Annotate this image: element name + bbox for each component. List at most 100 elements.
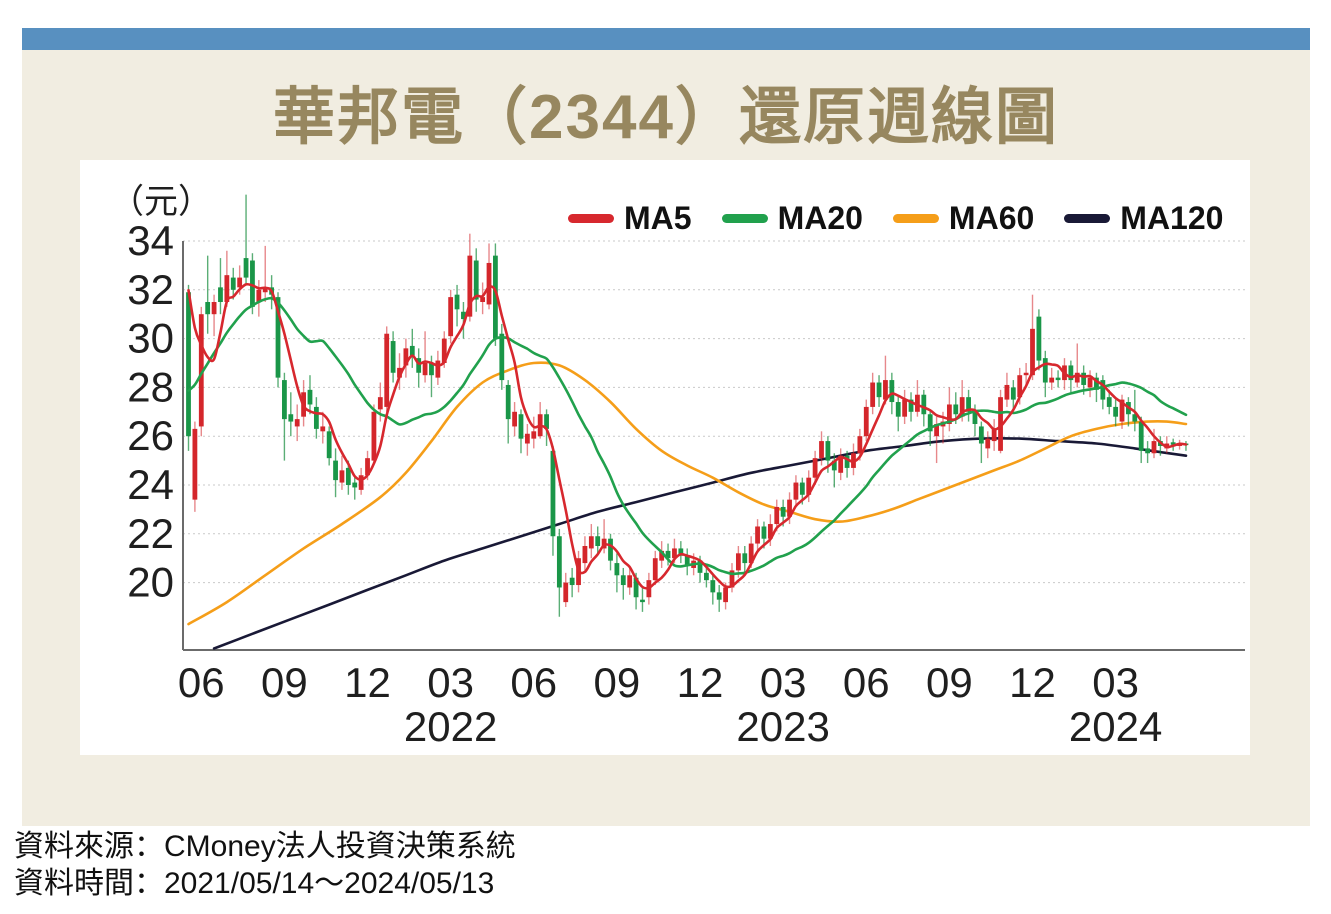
candle-down bbox=[288, 414, 294, 422]
candle-down bbox=[742, 553, 748, 564]
chart-box: （元） MA5 MA20 MA60 MA120 34 32 30 28 26 24 22 20 06 0… bbox=[80, 160, 1250, 755]
candle-down bbox=[716, 592, 722, 600]
candle-up bbox=[672, 548, 677, 559]
candle-up bbox=[838, 455, 844, 473]
candle-up bbox=[377, 397, 383, 410]
candle-up bbox=[934, 424, 939, 437]
candle-down bbox=[704, 572, 709, 581]
candle-down bbox=[831, 460, 837, 471]
legend-label: MA60 bbox=[948, 200, 1035, 236]
candle-down bbox=[1113, 406, 1119, 417]
candle-down bbox=[1042, 358, 1048, 383]
candle-down bbox=[825, 441, 831, 461]
candle-down bbox=[665, 550, 671, 559]
candle-up bbox=[397, 367, 402, 378]
candle-down bbox=[921, 394, 927, 415]
candle-up bbox=[902, 399, 908, 417]
candle-down bbox=[550, 450, 556, 537]
candle-down bbox=[1132, 414, 1138, 422]
candle-up bbox=[1074, 372, 1080, 383]
legend-swatch bbox=[892, 214, 939, 223]
candle-up bbox=[819, 441, 824, 459]
ma5-line bbox=[187, 282, 1188, 590]
candle-down bbox=[352, 482, 358, 488]
candle-up bbox=[467, 255, 473, 317]
candle-up bbox=[524, 433, 530, 444]
candle-down bbox=[230, 277, 236, 290]
candle-up bbox=[588, 536, 594, 549]
candle-up bbox=[959, 397, 965, 417]
candle-up bbox=[441, 338, 447, 363]
candle-down bbox=[876, 382, 882, 398]
candle-down bbox=[345, 467, 351, 485]
candle-down bbox=[390, 341, 396, 373]
candle-up bbox=[422, 363, 428, 376]
candle-down bbox=[429, 363, 434, 376]
candle-down bbox=[1068, 365, 1074, 381]
candle-down bbox=[275, 297, 281, 378]
candle-down bbox=[620, 575, 626, 586]
candle-up bbox=[793, 482, 799, 500]
candle-up bbox=[480, 297, 486, 302]
candle-down bbox=[1170, 442, 1176, 445]
candle-up bbox=[870, 382, 876, 407]
candle-up bbox=[863, 406, 869, 437]
candle-up bbox=[729, 570, 735, 588]
candle-down bbox=[1145, 448, 1150, 454]
legend-item-ma20: MA20 bbox=[721, 200, 863, 237]
candle-down bbox=[895, 402, 901, 417]
candle-down bbox=[473, 260, 479, 300]
candle-up bbox=[211, 302, 217, 315]
candle-down bbox=[218, 287, 223, 302]
candle-up bbox=[787, 499, 792, 517]
candle-up bbox=[991, 428, 997, 442]
candle-down bbox=[326, 431, 332, 459]
candles-layer bbox=[186, 194, 1189, 617]
candle-down bbox=[205, 302, 211, 315]
candle-up bbox=[659, 550, 665, 561]
candle-down bbox=[282, 380, 287, 420]
candle-up bbox=[652, 558, 658, 581]
svg-text:03: 03 bbox=[760, 659, 807, 706]
footer: 資料來源：CMoney法人投資決策系統 資料時間：2021/05/14～2024… bbox=[14, 828, 516, 902]
candle-down bbox=[1010, 387, 1016, 400]
legend-label: MA120 bbox=[1120, 200, 1224, 236]
candle-down bbox=[1081, 372, 1087, 385]
candle-up bbox=[224, 275, 230, 302]
footer-period: 資料時間：2021/05/14～2024/05/13 bbox=[14, 867, 495, 900]
candle-down bbox=[972, 411, 978, 424]
candle-up bbox=[946, 404, 952, 424]
svg-text:12: 12 bbox=[1009, 659, 1056, 706]
candle-up bbox=[256, 289, 262, 302]
candle-down bbox=[1138, 421, 1144, 451]
candle-down bbox=[1094, 377, 1099, 390]
gridlines bbox=[183, 240, 1245, 584]
candle-down bbox=[640, 599, 645, 603]
axes bbox=[182, 241, 1245, 651]
candle-up bbox=[365, 458, 370, 476]
candle-up bbox=[915, 394, 920, 412]
candle-down bbox=[927, 414, 933, 432]
candle-up bbox=[448, 297, 454, 337]
candle-down bbox=[684, 555, 690, 566]
svg-text:28: 28 bbox=[127, 363, 174, 410]
svg-text:2022: 2022 bbox=[404, 703, 497, 750]
svg-text:20: 20 bbox=[127, 559, 174, 606]
candle-down bbox=[633, 577, 639, 598]
svg-text:09: 09 bbox=[926, 659, 973, 706]
ma60-line bbox=[187, 361, 1188, 626]
candle-up bbox=[883, 380, 888, 400]
candle-down bbox=[966, 397, 971, 412]
candle-up bbox=[748, 543, 754, 564]
candle-up bbox=[1004, 384, 1010, 400]
candle-down bbox=[499, 333, 505, 381]
legend-label: MA20 bbox=[777, 200, 863, 236]
candle-up bbox=[1023, 372, 1029, 376]
candle-down bbox=[569, 577, 575, 586]
candle-up bbox=[512, 411, 517, 427]
legend-label: MA5 bbox=[624, 200, 692, 236]
svg-text:2024: 2024 bbox=[1069, 703, 1162, 750]
candle-up bbox=[806, 477, 812, 495]
page-title: 華邦電（2344）還原週線圖 bbox=[273, 83, 1059, 152]
